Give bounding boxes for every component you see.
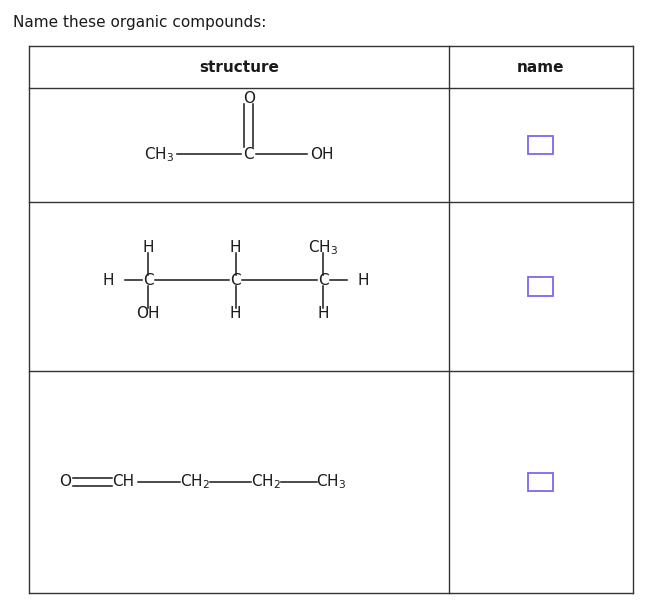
Text: H: H [357,273,369,288]
Text: structure: structure [199,60,279,75]
Text: H: H [142,241,154,255]
Text: OH: OH [310,147,334,162]
Bar [528,136,553,154]
Text: C: C [243,147,254,162]
Text: name: name [517,60,565,75]
Text: H: H [103,273,114,288]
Text: CH$_2$: CH$_2$ [251,472,281,491]
Text: CH$_3$: CH$_3$ [316,472,346,491]
Bar [528,473,553,491]
Text: C: C [143,273,153,288]
Text: CH$_3$: CH$_3$ [308,238,338,257]
Text: H: H [230,307,241,321]
Text: OH: OH [136,307,160,321]
Text: C: C [318,273,328,288]
Text: C: C [230,273,241,288]
Text: H: H [317,307,329,321]
Text: CH: CH [112,474,134,489]
Text: CH$_2$: CH$_2$ [180,472,210,491]
Text: H: H [230,241,241,255]
Text: O: O [243,91,254,106]
Bar [528,277,553,296]
Text: Name these organic compounds:: Name these organic compounds: [13,15,266,31]
Text: CH$_3$: CH$_3$ [144,145,174,164]
Text: O: O [59,474,71,489]
